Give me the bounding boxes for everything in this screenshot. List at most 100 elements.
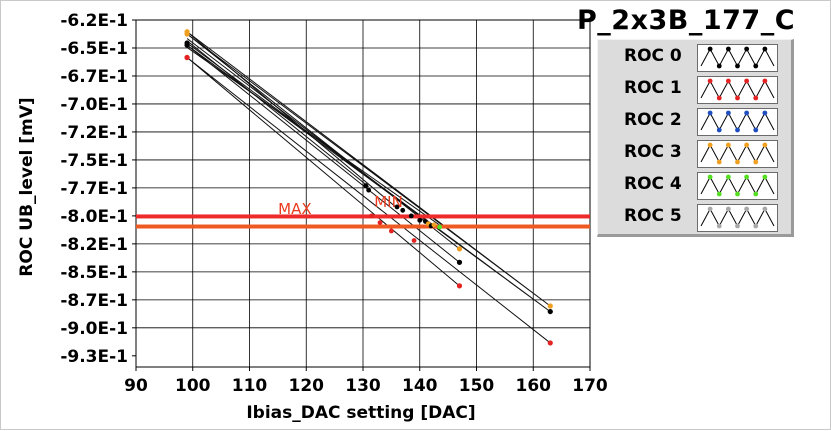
legend-marker — [762, 46, 768, 52]
data-point — [408, 213, 414, 219]
series-point — [184, 54, 190, 61]
y-tick-label: -6.5E-1 — [60, 39, 128, 59]
data-point — [457, 283, 462, 289]
y-tick-label: -8.2E-1 — [60, 235, 128, 255]
y-tick-label: -7.2E-1 — [60, 123, 128, 143]
legend-marker — [725, 46, 731, 52]
annotation-label: MIN — [374, 193, 403, 211]
series-point — [547, 340, 553, 346]
data-point — [431, 222, 437, 228]
legend-item-roc1: ROC 1 — [598, 74, 791, 104]
legend-marker — [744, 174, 750, 180]
legend-swatch-roc1 — [697, 76, 778, 104]
legend-label-roc4: ROC 4 — [624, 174, 682, 194]
legend-label-roc5: ROC 5 — [624, 206, 682, 226]
x-tick-label: 130 — [345, 376, 381, 396]
data-point — [457, 246, 462, 252]
legend-label-roc2: ROC 2 — [624, 110, 682, 130]
legend-marker — [753, 95, 759, 101]
legend-marker — [762, 142, 768, 148]
legend-marker — [716, 95, 722, 101]
series-line — [186, 31, 551, 307]
legend-marker — [725, 206, 731, 212]
x-tick-label: 100 — [175, 376, 211, 396]
legend-marker — [707, 110, 713, 116]
data-point — [388, 228, 394, 234]
x-tick-label: 160 — [516, 376, 552, 396]
legend-zigzag — [700, 143, 775, 164]
y-tick-label: -7.7E-1 — [60, 179, 128, 199]
legend-marker — [707, 206, 713, 212]
legend-marker — [725, 110, 731, 116]
annotation-label: MAX — [278, 200, 311, 218]
legend-zigzag — [700, 175, 775, 196]
legend-marker — [762, 206, 768, 212]
legend: ROC 0 ROC 1 ROC 2 ROC 3 ROC 4 ROC 5 — [597, 39, 794, 237]
legend-marker — [735, 127, 740, 133]
legend-zigzag — [700, 79, 775, 100]
legend-marker — [753, 63, 759, 69]
legend-swatch-roc0 — [697, 44, 778, 72]
legend-item-roc2: ROC 2 — [598, 106, 791, 136]
legend-swatch-roc2 — [697, 108, 778, 136]
legend-swatch-roc5 — [697, 204, 778, 232]
y-axis-label: ROC UB_level [mV] — [17, 97, 37, 277]
legend-marker — [744, 142, 750, 148]
chart-title: P_2x3B_177_C — [577, 5, 796, 36]
legend-marker — [707, 46, 713, 52]
legend-marker — [753, 127, 759, 133]
legend-marker — [744, 46, 750, 52]
legend-marker — [707, 142, 713, 148]
legend-marker — [725, 174, 731, 180]
legend-label-roc3: ROC 3 — [624, 142, 682, 162]
legend-marker — [744, 78, 750, 84]
legend-zigzag — [700, 47, 775, 68]
data-point — [457, 259, 462, 265]
legend-marker — [735, 223, 740, 229]
legend-marker — [762, 174, 768, 180]
legend-swatch-roc4 — [697, 172, 778, 200]
x-tick-label: 150 — [459, 376, 495, 396]
legend-swatch-roc3 — [697, 140, 778, 168]
legend-marker — [716, 223, 722, 229]
x-tick-label: 110 — [232, 376, 268, 396]
legend-zigzag — [700, 111, 775, 132]
x-tick-label: 90 — [124, 376, 148, 396]
y-tick-label: -8.7E-1 — [60, 291, 128, 311]
x-tick-label: 170 — [572, 376, 608, 396]
legend-item-roc5: ROC 5 — [598, 202, 791, 232]
legend-item-roc0: ROC 0 — [598, 42, 791, 72]
legend-label-roc0: ROC 0 — [624, 46, 682, 66]
y-tick-label: -7.5E-1 — [60, 151, 128, 171]
data-point — [363, 183, 369, 189]
legend-marker — [725, 142, 731, 148]
legend-marker — [716, 191, 722, 197]
series-point — [184, 42, 190, 48]
data-point — [437, 224, 443, 230]
data-point — [369, 213, 374, 219]
legend-marker — [716, 63, 722, 69]
legend-marker — [744, 206, 750, 212]
data-point — [411, 238, 417, 243]
legend-marker — [762, 110, 768, 116]
y-tick-label: -7.0E-1 — [60, 95, 128, 115]
legend-marker — [725, 78, 731, 84]
series-point — [184, 31, 190, 37]
legend-marker — [735, 95, 740, 101]
data-point — [366, 187, 372, 193]
legend-item-roc4: ROC 4 — [598, 170, 791, 200]
legend-marker — [762, 78, 768, 84]
legend-marker — [753, 223, 759, 229]
legend-marker — [707, 174, 713, 180]
legend-marker — [735, 63, 740, 69]
y-tick-label: -6.2E-1 — [60, 11, 128, 31]
legend-marker — [753, 159, 759, 165]
legend-marker — [707, 78, 713, 84]
y-tick-label: -8.5E-1 — [60, 263, 128, 283]
data-point — [400, 207, 406, 213]
y-tick-label: -9.3E-1 — [60, 347, 128, 367]
y-tick-label: -6.7E-1 — [60, 67, 128, 87]
legend-marker — [735, 159, 740, 165]
legend-marker — [735, 191, 740, 197]
